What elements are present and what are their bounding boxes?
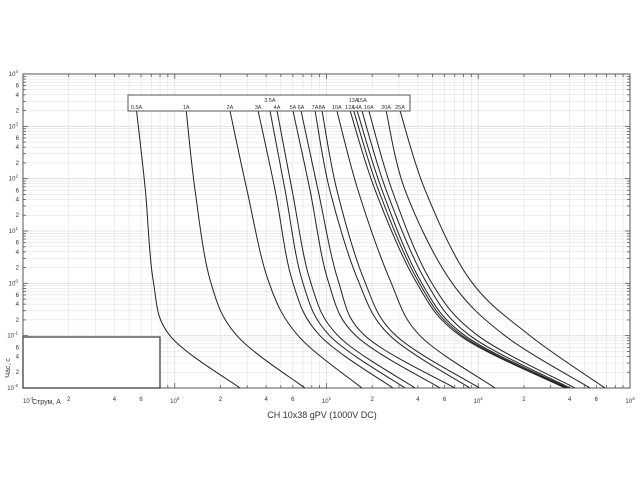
legend-label: 12A — [345, 105, 355, 111]
x-minor-tick-label: 6 — [139, 397, 143, 403]
legend-label: 3A — [255, 105, 262, 111]
x-minor-tick-label: 6 — [443, 397, 447, 403]
curve-25A — [399, 110, 606, 389]
legend-label: 20A — [381, 105, 391, 111]
y-minor-tick-label: 6 — [16, 241, 20, 247]
x-tick-label: 100 — [170, 396, 180, 405]
x-axis-label: Струм, А — [32, 399, 61, 406]
y-minor-tick-label: 2 — [16, 318, 20, 324]
x-minor-tick-label: 6 — [291, 397, 295, 403]
curve-13A — [353, 110, 567, 389]
legend-label: 4A — [274, 105, 281, 111]
curve-4A — [276, 110, 416, 389]
curve-10A — [336, 110, 496, 389]
y-axis-label: Час, с — [5, 358, 12, 378]
curve-1A — [185, 110, 306, 389]
chart-title: CH 10x38 gPV (1000V DC) — [267, 410, 377, 420]
y-tick-label: 100 — [9, 278, 19, 287]
legend-label: 2A — [227, 105, 234, 111]
x-minor-tick-label: 2 — [219, 397, 223, 403]
legend-label: 15A — [357, 98, 367, 104]
legend-label: 0.5A — [131, 105, 143, 111]
curve-3A — [257, 110, 394, 389]
curve-3-5A — [269, 110, 406, 389]
y-minor-tick-label: 4 — [16, 250, 20, 256]
y-tick-label: 10-1 — [7, 331, 18, 340]
y-tick-label: 104 — [9, 69, 19, 78]
ticks: 10-1 2 4 6 100 2 4 6 101 2 4 6 102 2 4 6 103 10-2 2 4 6 10-1 2… — [7, 69, 635, 405]
curve-15A — [361, 110, 571, 389]
x-tick-label: 10-1 — [23, 396, 34, 405]
curve-14A — [356, 110, 569, 389]
x-minor-tick-label: 4 — [264, 397, 268, 403]
y-tick-label: 101 — [9, 226, 19, 235]
y-tick-label: 10-2 — [7, 383, 18, 392]
legend-label: 16A — [364, 105, 374, 111]
legend-label: 10A — [332, 105, 342, 111]
legend-label: 7A — [312, 105, 319, 111]
legend-label: 13A — [349, 98, 359, 104]
y-minor-tick-label: 2 — [16, 266, 20, 272]
y-tick-label: 102 — [9, 174, 19, 183]
y-minor-tick-label: 4 — [16, 197, 20, 203]
y-tick-label: 103 — [9, 121, 19, 130]
legend-label: 1A — [183, 105, 190, 111]
y-minor-tick-label: 4 — [16, 354, 20, 360]
y-minor-tick-label: 2 — [16, 161, 20, 167]
x-minor-tick-label: 6 — [595, 397, 599, 403]
y-minor-tick-label: 2 — [16, 370, 20, 376]
x-minor-tick-label: 2 — [522, 397, 526, 403]
y-minor-tick-label: 6 — [16, 188, 20, 194]
legend-label: 8A — [319, 105, 326, 111]
x-minor-tick-label: 2 — [371, 397, 375, 403]
curve-8A — [321, 110, 480, 389]
plot-frame — [22, 73, 631, 389]
y-minor-tick-label: 6 — [16, 293, 20, 299]
curve-6A — [300, 110, 455, 389]
empty-inset-box — [22, 336, 161, 389]
curve-0-5A — [136, 110, 241, 389]
legend-label: 25A — [395, 105, 405, 111]
x-minor-tick-label: 2 — [67, 397, 71, 403]
y-minor-tick-label: 4 — [16, 145, 20, 151]
curve-16A — [368, 110, 576, 389]
legend-box — [127, 94, 411, 112]
x-tick-label: 102 — [474, 396, 484, 405]
curves — [136, 110, 606, 389]
y-minor-tick-label: 4 — [16, 93, 20, 99]
legend-label: 3.5A — [264, 98, 276, 104]
y-minor-tick-label: 6 — [16, 345, 20, 351]
x-minor-tick-label: 4 — [568, 397, 572, 403]
curve-12A — [349, 110, 566, 389]
y-minor-tick-label: 2 — [16, 213, 20, 219]
x-minor-tick-label: 4 — [113, 397, 117, 403]
y-minor-tick-label: 6 — [16, 84, 20, 90]
curve-2A — [229, 110, 363, 389]
legend-label: 5A — [290, 105, 297, 111]
curve-5A — [292, 110, 441, 389]
curve-7A — [314, 110, 471, 389]
curve-20A — [385, 110, 591, 389]
x-tick-label: 103 — [625, 396, 635, 405]
y-minor-tick-label: 4 — [16, 302, 20, 308]
y-minor-tick-label: 2 — [16, 109, 20, 115]
legend-label: 6A — [298, 105, 305, 111]
y-minor-tick-label: 6 — [16, 136, 20, 142]
x-tick-label: 101 — [322, 396, 332, 405]
legend-label: 14A — [352, 105, 362, 111]
x-minor-tick-label: 4 — [416, 397, 420, 403]
